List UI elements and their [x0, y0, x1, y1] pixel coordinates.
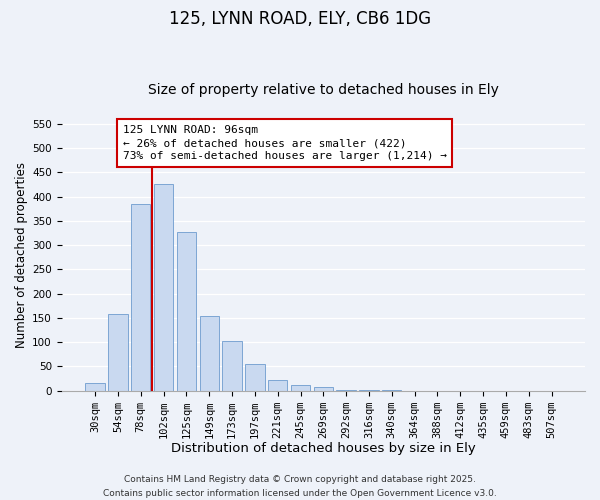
Bar [154, 184, 173, 390]
Text: Contains HM Land Registry data © Crown copyright and database right 2025.
Contai: Contains HM Land Registry data © Crown c… [103, 476, 497, 498]
Bar [85, 384, 105, 390]
Text: 125, LYNN ROAD, ELY, CB6 1DG: 125, LYNN ROAD, ELY, CB6 1DG [169, 10, 431, 28]
Bar [177, 232, 196, 390]
Y-axis label: Number of detached properties: Number of detached properties [15, 162, 28, 348]
Bar [223, 341, 242, 390]
Bar [291, 385, 310, 390]
Bar [314, 386, 333, 390]
Bar [268, 380, 287, 390]
Bar [108, 314, 128, 390]
Bar [245, 364, 265, 390]
Bar [200, 316, 219, 390]
Bar [131, 204, 151, 390]
X-axis label: Distribution of detached houses by size in Ely: Distribution of detached houses by size … [171, 442, 476, 455]
Title: Size of property relative to detached houses in Ely: Size of property relative to detached ho… [148, 83, 499, 97]
Text: 125 LYNN ROAD: 96sqm
← 26% of detached houses are smaller (422)
73% of semi-deta: 125 LYNN ROAD: 96sqm ← 26% of detached h… [122, 125, 446, 161]
